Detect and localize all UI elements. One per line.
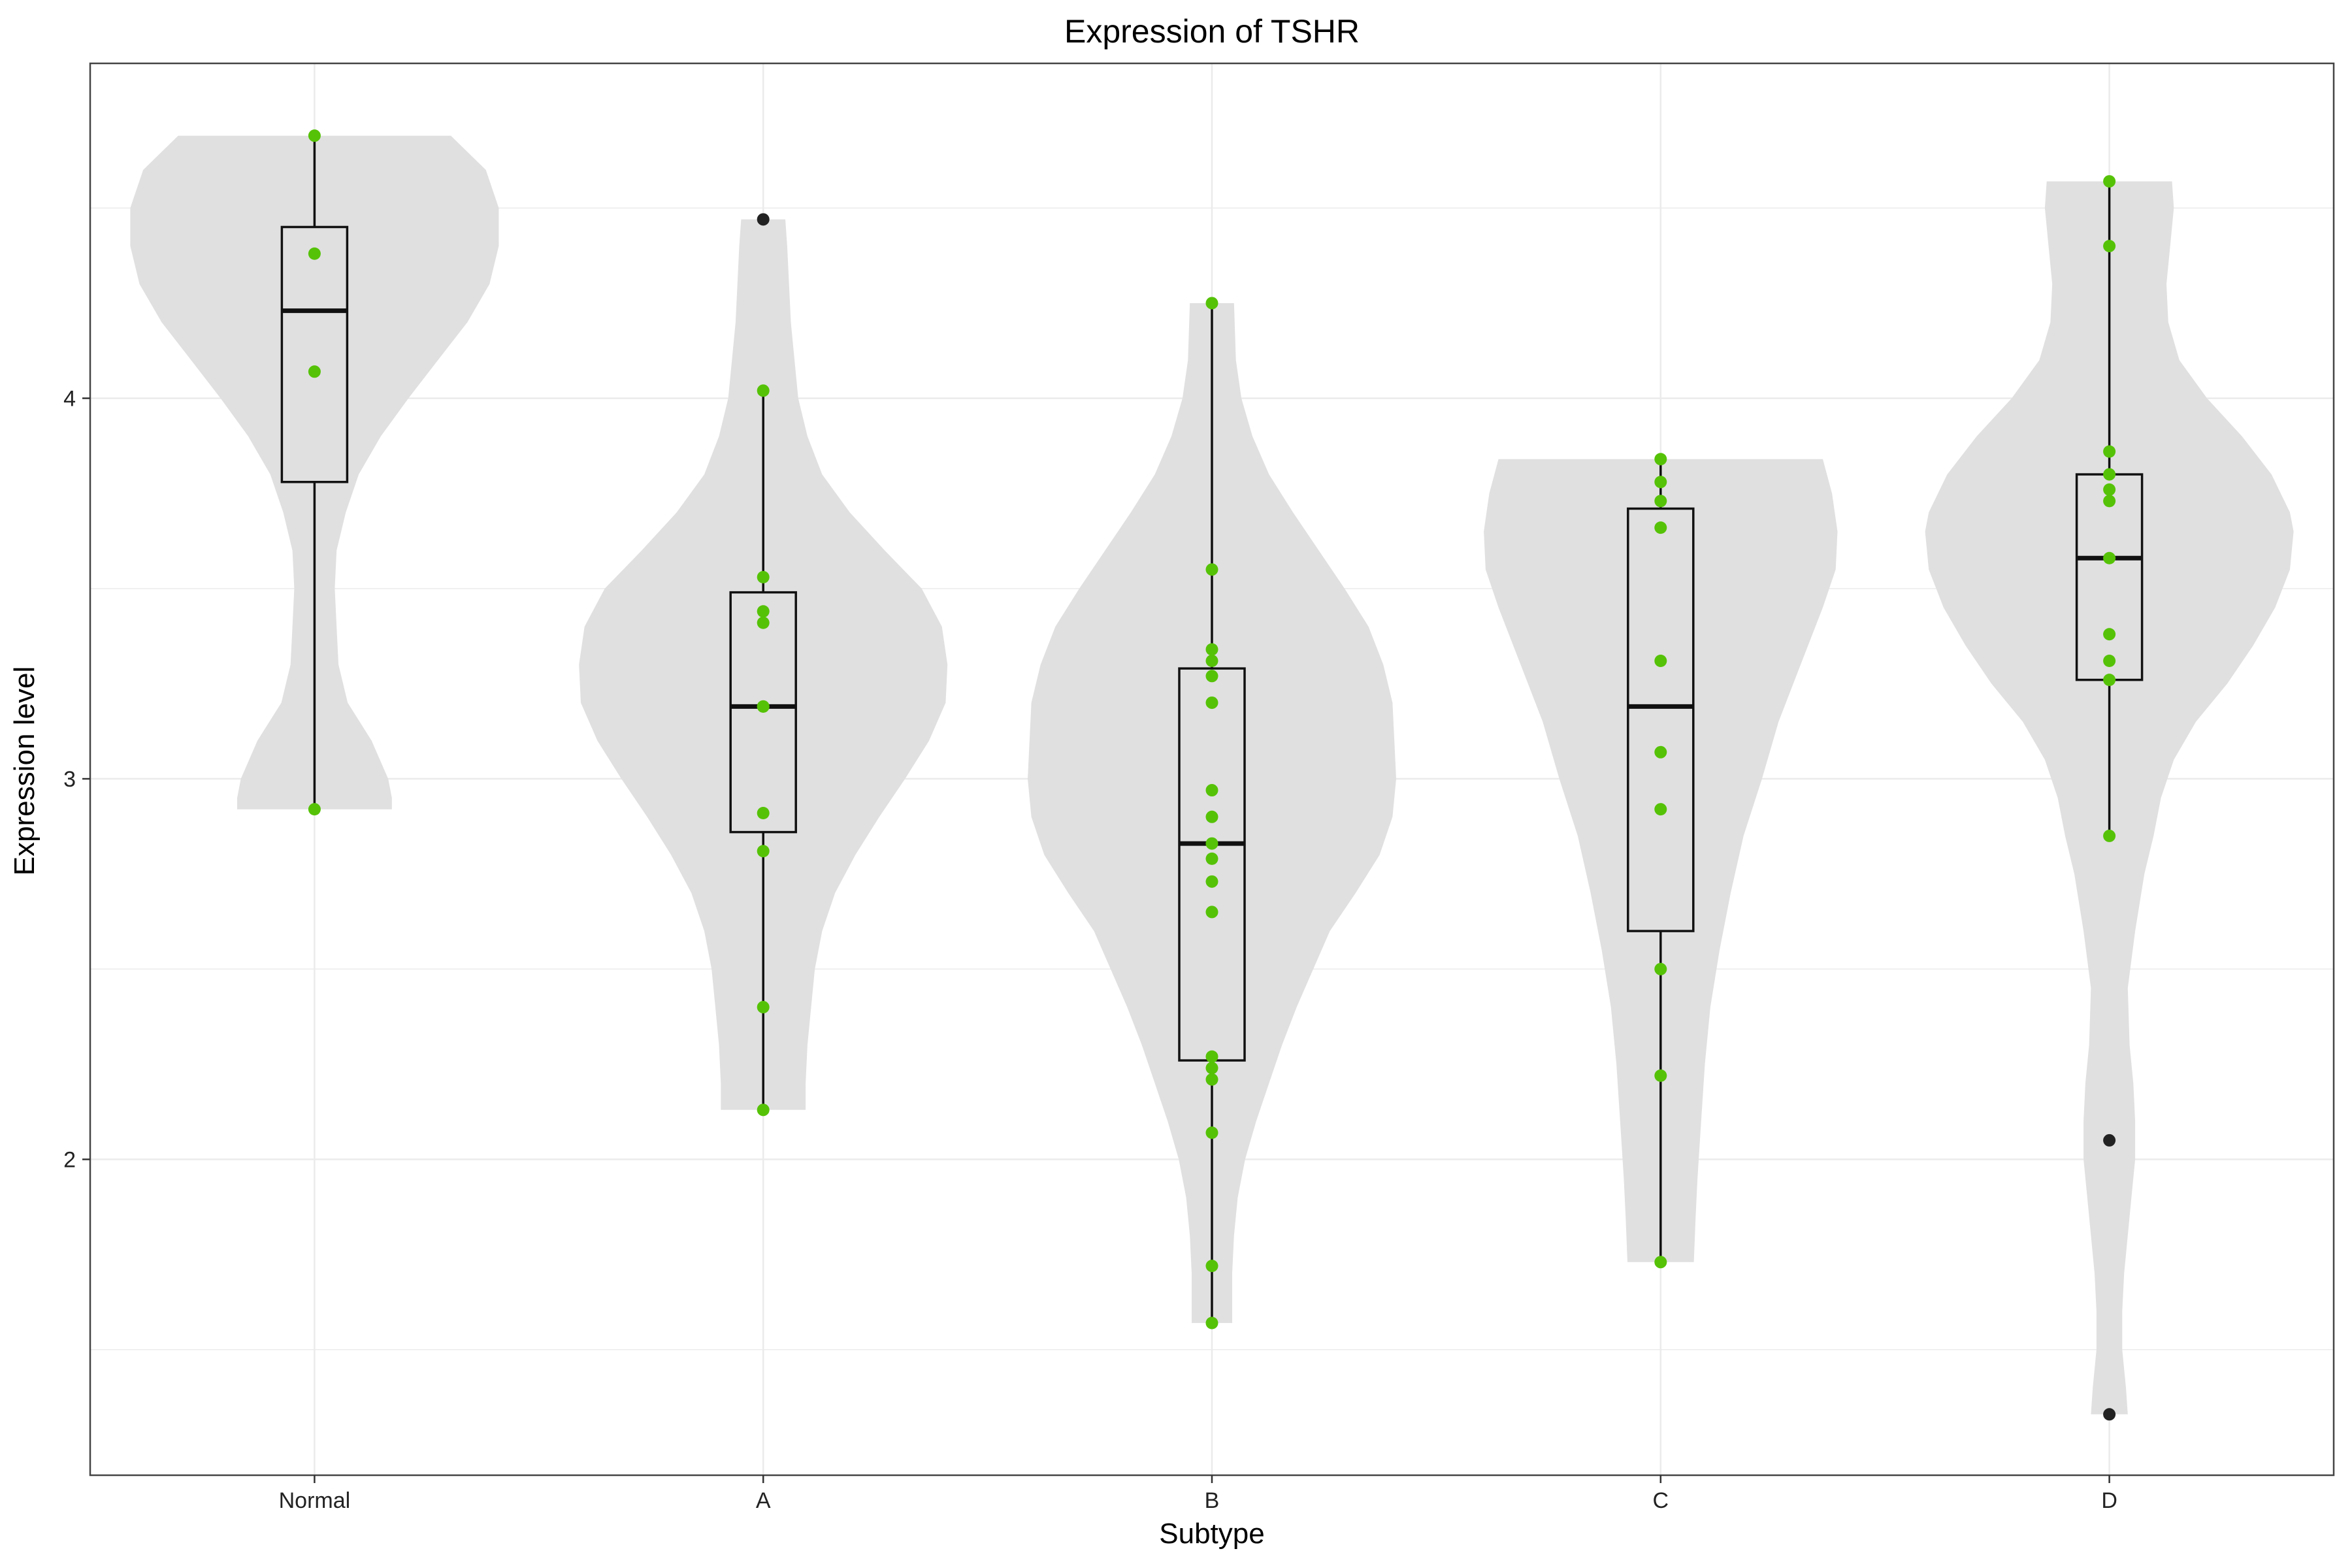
x-tick-label-a: A — [756, 1488, 771, 1513]
point-c — [1654, 962, 1667, 975]
box-normal — [280, 225, 349, 483]
point-d — [2103, 483, 2116, 496]
x-tick-label-normal: Normal — [279, 1488, 351, 1513]
point-b — [1205, 563, 1218, 576]
point-b — [1205, 670, 1218, 683]
data-points — [308, 129, 2116, 1421]
point-a — [757, 570, 770, 583]
box-plots — [280, 135, 2144, 1324]
x-axis-title: Subtype — [1159, 1518, 1264, 1550]
point-b — [1205, 784, 1218, 797]
point-c — [1654, 1256, 1667, 1269]
point-b — [1205, 1126, 1218, 1139]
point-c — [1654, 1069, 1667, 1082]
point-b — [1205, 297, 1218, 310]
violin-normal — [130, 135, 499, 809]
point-a — [757, 1001, 770, 1014]
y-axis-title: Expression level — [8, 666, 41, 875]
point-a — [757, 845, 770, 858]
point-a — [757, 616, 770, 629]
point-c — [1654, 476, 1667, 489]
point-d — [2103, 468, 2116, 481]
point-d — [2103, 445, 2116, 458]
point-a — [757, 700, 770, 713]
point-d — [2103, 674, 2116, 687]
x-tick-label-b: B — [1205, 1488, 1220, 1513]
point-b — [1205, 810, 1218, 823]
point-c — [1654, 745, 1667, 759]
point-d — [2103, 654, 2116, 667]
point-d — [2103, 829, 2116, 842]
point-a — [757, 1103, 770, 1117]
point-d — [2103, 551, 2116, 564]
outlier-point-d — [2103, 1134, 2116, 1147]
point-b — [1205, 643, 1218, 656]
point-a — [757, 384, 770, 397]
point-normal — [308, 803, 321, 816]
x-tick-label-c: C — [1653, 1488, 1669, 1513]
point-normal — [308, 365, 321, 378]
point-d — [2103, 628, 2116, 641]
point-b — [1205, 1260, 1218, 1273]
point-b — [1205, 1062, 1218, 1075]
point-d — [2103, 495, 2116, 508]
outlier-point-a — [757, 213, 770, 226]
x-tick-label-d: D — [2101, 1488, 2117, 1513]
point-c — [1654, 495, 1667, 508]
point-normal — [308, 247, 321, 260]
point-c — [1654, 654, 1667, 667]
y-tick-label: 2 — [63, 1148, 76, 1173]
y-tick-label: 4 — [63, 387, 76, 412]
point-b — [1205, 837, 1218, 850]
point-c — [1654, 803, 1667, 816]
chart-title: Expression of TSHR — [1064, 13, 1360, 50]
point-b — [1205, 852, 1218, 865]
point-c — [1654, 453, 1667, 466]
point-b — [1205, 1050, 1218, 1063]
violin-c — [1484, 459, 1838, 1262]
axis-ticks: 2 3 4 Normal A B C D — [63, 387, 2117, 1513]
point-normal — [308, 129, 321, 142]
point-b — [1205, 875, 1218, 888]
outlier-point-d — [2103, 1408, 2116, 1421]
point-c — [1654, 521, 1667, 534]
y-tick-label: 3 — [63, 767, 76, 792]
point-b — [1205, 696, 1218, 710]
point-b — [1205, 654, 1218, 667]
point-b — [1205, 1316, 1218, 1330]
point-a — [757, 806, 770, 819]
box-c — [1627, 507, 1695, 932]
box-a — [729, 591, 797, 834]
violin-a — [579, 219, 948, 1110]
point-a — [757, 605, 770, 618]
point-d — [2103, 175, 2116, 188]
point-d — [2103, 240, 2116, 253]
point-b — [1205, 906, 1218, 919]
point-b — [1205, 1073, 1218, 1086]
